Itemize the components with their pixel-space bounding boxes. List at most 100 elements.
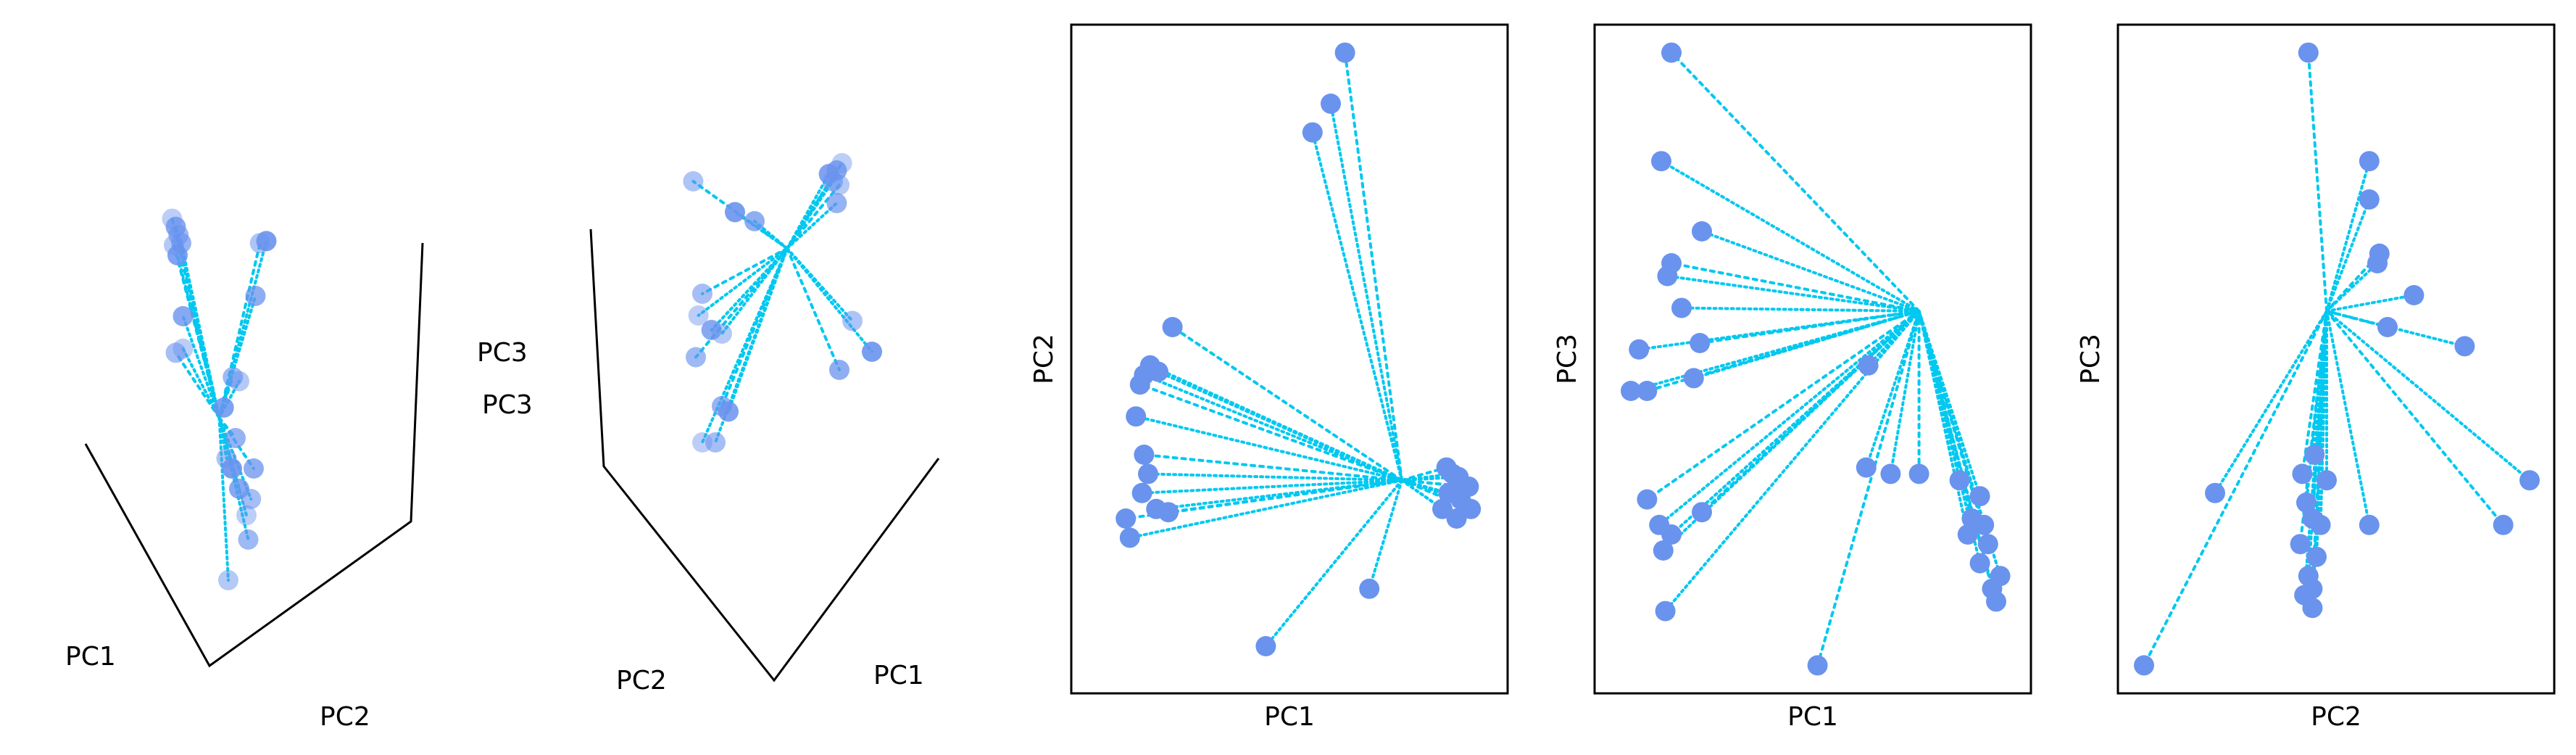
x-axis-label: PC1 [65, 642, 116, 672]
endpoint-marker [2454, 336, 2475, 357]
trajectory-line [714, 247, 789, 444]
endpoint-marker [1807, 655, 1828, 676]
endpoint-marker [2367, 253, 2388, 273]
endpoint-marker [692, 432, 712, 453]
endpoint-marker [1148, 361, 1168, 382]
trajectory-line [786, 247, 841, 371]
endpoint-marker [1126, 406, 1147, 427]
endpoint-marker [1115, 508, 1137, 529]
axis-pane-edge [589, 228, 940, 682]
trajectory-line [1343, 51, 1403, 482]
endpoint-marker [1432, 498, 1453, 519]
endpoint-marker [245, 286, 266, 306]
trajectory-line [694, 247, 789, 359]
endpoint-marker [2359, 514, 2380, 535]
trajectory-line [2325, 262, 2379, 313]
endpoint-marker [683, 171, 704, 191]
endpoint-marker [1671, 297, 1692, 318]
endpoint-marker [256, 231, 277, 252]
endpoint-marker [2493, 514, 2514, 535]
trajectory-line [217, 416, 250, 541]
trajectory-line [786, 247, 873, 353]
endpoint-marker [2519, 470, 2540, 491]
endpoint-marker [842, 310, 863, 331]
endpoint-marker [2310, 514, 2331, 535]
trajectory-line [1138, 383, 1403, 482]
endpoint-marker [1334, 42, 1355, 63]
trajectory-layer [2143, 51, 2531, 667]
endpoint-marker [1255, 636, 1276, 656]
endpoint-marker [712, 396, 732, 416]
y-axis-label: PC2 [616, 666, 667, 696]
endpoint-marker [688, 305, 709, 326]
trajectory-line [1368, 479, 1403, 590]
trajectory-line [1155, 479, 1403, 511]
endpoint-marker [1683, 368, 1704, 389]
trajectory-line [1140, 479, 1403, 495]
trajectory-layer [1629, 51, 2002, 667]
endpoint-marker [213, 397, 234, 418]
trajectory-line [1680, 306, 1921, 313]
endpoint-marker [2292, 463, 2313, 484]
trajectory-line [217, 416, 230, 582]
trajectory-line [1670, 262, 1921, 313]
endpoint-marker [1637, 489, 1658, 510]
trajectory-line [2325, 310, 2531, 482]
endpoint-marker [1138, 463, 1158, 484]
endpoint-marker [692, 284, 712, 304]
trajectory-line [1134, 415, 1403, 482]
endpoint-marker [712, 323, 732, 344]
endpoint-layer [162, 208, 277, 590]
endpoint-marker [1621, 381, 1641, 401]
endpoint-marker [2304, 445, 2325, 465]
endpoint-marker [725, 202, 745, 223]
plot-frame [1593, 23, 2032, 695]
trajectory-line [1329, 102, 1403, 482]
endpoint-marker [1129, 374, 1150, 395]
trajectory-line [1645, 310, 1921, 501]
plot-frame [2116, 23, 2556, 695]
endpoint-marker [1692, 221, 1712, 242]
endpoint-marker [173, 306, 194, 326]
trajectory-line [1264, 479, 1403, 648]
endpoint-marker [2377, 317, 2398, 337]
trajectory-line [2143, 310, 2328, 667]
endpoint-marker [229, 371, 249, 392]
endpoint-marker [2302, 598, 2323, 619]
endpoint-marker [1661, 524, 1682, 545]
endpoint-marker [2205, 482, 2225, 503]
trajectory-line [2306, 51, 2328, 313]
panel-3d-view-1: PC1 PC2 [65, 208, 424, 732]
z-axis-label: PC3 [477, 338, 528, 368]
endpoint-marker [826, 193, 847, 213]
endpoint-marker [862, 342, 882, 362]
endpoint-marker [705, 432, 726, 453]
trajectory-line [1700, 230, 1921, 313]
trajectory-line [1157, 370, 1403, 482]
endpoint-marker [2306, 546, 2327, 567]
endpoint-marker [744, 211, 765, 231]
trajectory-line [181, 315, 221, 419]
z-axis-label: PC3 [482, 390, 533, 420]
endpoint-marker [1692, 502, 1712, 523]
endpoint-marker [173, 338, 194, 359]
endpoint-marker [686, 347, 706, 368]
panel-pc2-pc3: PC2 PC3 [2076, 23, 2556, 732]
trajectory-line [720, 247, 789, 335]
trajectory-line [1692, 310, 1921, 380]
endpoint-layer [1621, 42, 2011, 676]
endpoint-marker [1162, 317, 1183, 337]
endpoint-marker [238, 529, 259, 550]
endpoint-marker [1158, 502, 1179, 523]
endpoint-marker [229, 479, 249, 499]
trajectory-line [2214, 310, 2328, 495]
endpoint-marker [1302, 122, 1323, 143]
trajectory-line [1666, 274, 1921, 313]
trajectory-line [180, 242, 221, 419]
endpoint-marker [1119, 527, 1140, 548]
endpoint-marker [2317, 470, 2337, 491]
trajectory-line [2325, 198, 2371, 313]
trajectory-line [1142, 453, 1403, 482]
endpoint-marker [2359, 151, 2380, 172]
trajectory-line [1816, 310, 1921, 667]
